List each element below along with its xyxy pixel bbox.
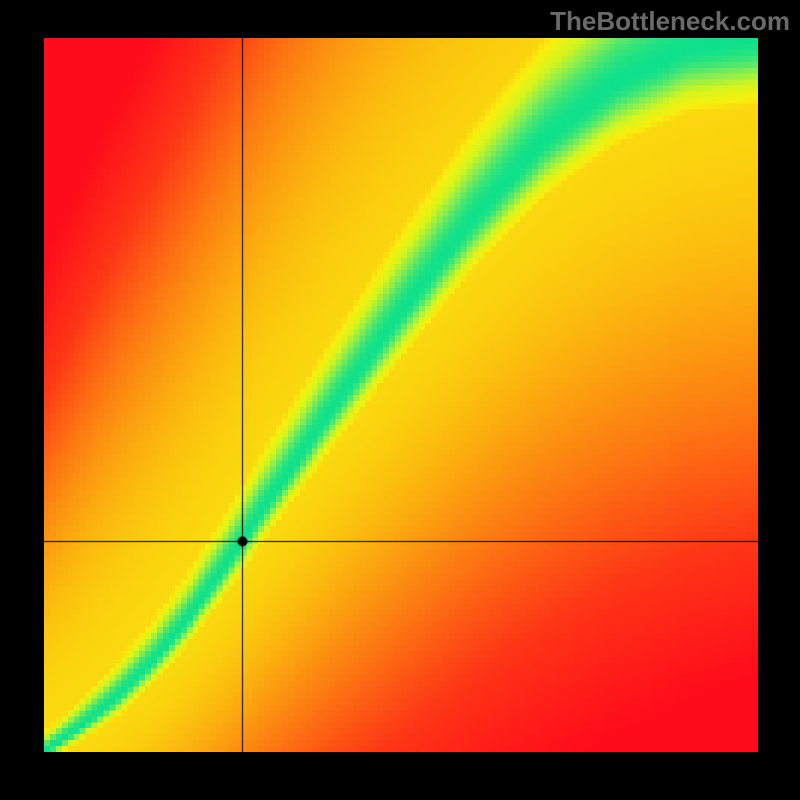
bottleneck-heatmap	[44, 38, 758, 752]
watermark-text: TheBottleneck.com	[550, 6, 790, 37]
